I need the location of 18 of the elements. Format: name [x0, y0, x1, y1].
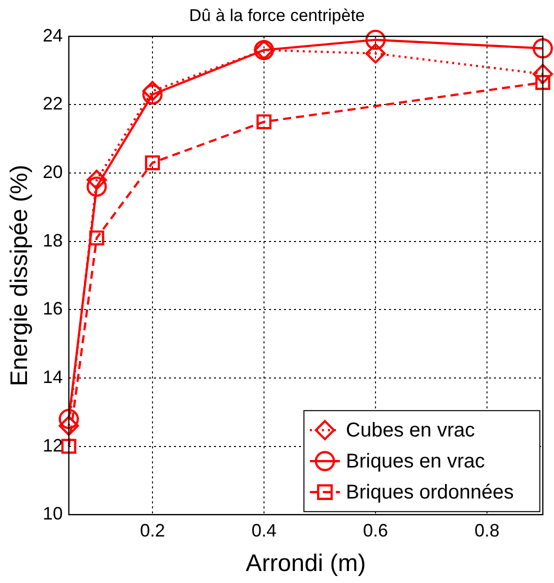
y-tick-label: 10 [42, 504, 63, 524]
y-tick-label: 14 [42, 366, 63, 387]
y-tick-label: 18 [42, 230, 63, 250]
y-tick-label: 20 [42, 162, 63, 182]
x-tick-label: 0.8 [474, 520, 500, 540]
y-tick-label: 12 [42, 435, 63, 456]
y-tick-label: 24 [42, 25, 63, 46]
x-tick-label: 0.4 [251, 520, 277, 540]
y-tick-label: 16 [42, 298, 63, 319]
legend-label: Briques ordonnées [346, 482, 514, 504]
x-axis-title: Arrondi (m) [246, 550, 366, 578]
y-tick-label: 22 [42, 94, 63, 114]
legend-label: Cubes en vrac [346, 420, 475, 442]
legend-label: Briques en vrac [346, 450, 485, 473]
chart-title: Dû à la force centripète [189, 6, 365, 25]
x-tick-label: 0.6 [363, 520, 388, 540]
y-axis-title: Energie dissipée (%) [6, 164, 34, 386]
x-tick-label: 0.2 [140, 520, 165, 540]
